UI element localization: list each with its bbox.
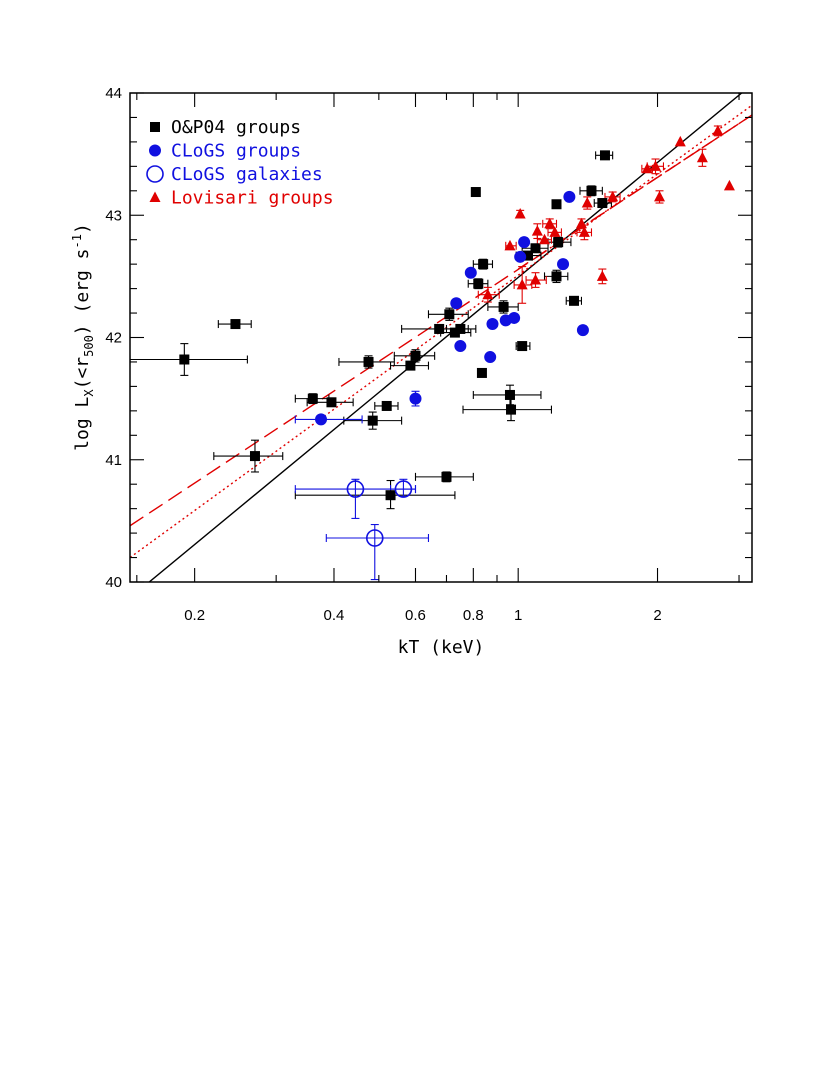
o-p04-groups-point: [498, 301, 509, 312]
clogs-galaxies-point: [394, 480, 413, 498]
o-p04-groups-point: [441, 471, 452, 482]
o-p04-groups-point: [434, 323, 445, 334]
o-p04-groups-point: [405, 360, 416, 371]
o-p04-groups-point: [506, 404, 517, 415]
o-p04-groups-point: [444, 309, 455, 320]
o-p04-groups-point: [522, 250, 533, 261]
x-tick-label: 0.2: [184, 607, 205, 624]
lovisari-groups-point: [607, 190, 619, 202]
clogs-galaxies-point: [365, 529, 384, 547]
lovisari-groups-point: [654, 190, 666, 202]
lovisari-groups-point: [674, 135, 686, 147]
o-p04-groups-point: [517, 341, 528, 352]
x-tick-label: 2: [653, 607, 661, 624]
o-p04-groups-point: [504, 389, 515, 400]
lovisari-groups-point: [581, 197, 593, 208]
x-tick-label: 0.4: [324, 607, 345, 624]
o-p04-groups-point: [230, 319, 241, 330]
lovisari-groups-point: [723, 179, 735, 191]
clogs-groups-point: [557, 258, 570, 271]
o-p04-groups-point: [530, 243, 541, 254]
tick-labels: 0.2 0.4 0.6 0.8 1 2 40 41 42 43 44: [105, 85, 661, 624]
legend-label-clogs-galaxies: CLoGS galaxies: [171, 164, 323, 185]
y-tick-label: 42: [105, 330, 122, 347]
legend-marker-o-p04-groups: [150, 122, 160, 132]
lovisari-groups-point: [482, 288, 494, 300]
o-p04-groups-point: [381, 400, 392, 411]
y-tick-label: 44: [105, 85, 122, 102]
o-p04-groups-point: [179, 354, 190, 365]
o-p04-groups-point: [478, 259, 489, 270]
clogs-groups-point: [563, 190, 576, 203]
o-p04-groups-point: [410, 350, 421, 361]
lovisari-groups-point: [531, 225, 543, 236]
clogs-groups-point: [484, 351, 497, 364]
o-p04-groups-point: [470, 187, 481, 198]
clogs-groups-point: [464, 266, 477, 279]
legend-label-clogs-groups: CLoGS groups: [171, 141, 301, 162]
o-p04-groups-point: [307, 393, 318, 404]
lovisari-groups-point: [575, 217, 587, 229]
lovisari-groups-point: [641, 162, 653, 174]
o-p04-groups-point: [599, 150, 610, 161]
lovisari-groups-point: [712, 124, 724, 136]
lovisari-groups-point: [549, 226, 561, 237]
fit-line-dotted: [130, 104, 752, 559]
y-tick-label: 43: [105, 207, 122, 224]
y-tick-label: 40: [105, 574, 122, 591]
lovisari-groups-point: [514, 208, 526, 219]
clogs-groups-point: [518, 236, 531, 249]
o-p04-groups-point: [455, 323, 466, 334]
o-p04-groups-point: [586, 185, 597, 196]
legend-label-o-p04-groups: O&P04 groups: [171, 117, 301, 138]
o-p04-groups-point: [473, 278, 484, 289]
x-tick-label: 0.6: [405, 607, 426, 624]
legend-label-lovisari-groups: Lovisari groups: [171, 188, 334, 209]
clogs-groups-point: [409, 392, 422, 405]
clogs-groups-point: [514, 250, 527, 263]
lovisari-groups-point: [539, 233, 551, 245]
clogs-groups-point: [486, 318, 499, 331]
legend-marker-clogs-galaxies: [146, 165, 164, 183]
x-axis-title: kT (keV): [398, 637, 485, 658]
legend-marker-clogs-groups: [149, 144, 161, 157]
lovisari-groups-point: [578, 226, 590, 237]
lovisari-groups-point: [544, 217, 556, 229]
clogs-groups-point: [508, 311, 521, 324]
lovisari-groups-point: [530, 274, 542, 285]
o-p04-groups-point: [449, 327, 460, 338]
o-p04-groups-point: [551, 199, 562, 210]
x-tick-label: 1: [514, 607, 522, 624]
lovisari-groups-point: [696, 151, 708, 163]
data-markers: [179, 124, 735, 547]
legend-marker-lovisari-groups: [149, 191, 161, 202]
o-p04-groups-point: [551, 271, 562, 282]
clogs-groups-point: [315, 413, 328, 426]
clogs-groups-point: [450, 297, 463, 310]
y-tick-label: 41: [105, 452, 122, 469]
lovisari-groups-point: [504, 239, 516, 251]
clogs-galaxies-point: [346, 480, 365, 498]
clogs-groups-point: [576, 324, 589, 337]
ticks: [130, 92, 752, 583]
clogs-groups-point: [454, 340, 467, 353]
o-p04-groups-point: [568, 295, 579, 306]
o-p04-groups-point: [597, 198, 608, 209]
o-p04-groups-point: [367, 415, 378, 426]
o-p04-groups-point: [363, 356, 374, 367]
o-p04-groups-point: [476, 367, 487, 378]
x-tick-label: 0.8: [463, 607, 484, 624]
o-p04-groups-point: [249, 451, 260, 462]
lovisari-groups-point: [516, 278, 528, 290]
o-p04-groups-point: [553, 237, 564, 248]
lovisari-groups-point: [596, 270, 608, 281]
lovisari-groups-point: [649, 160, 661, 171]
y-axis-title: log LX(<r500) (erg s-1): [70, 223, 96, 451]
o-p04-groups-point: [385, 490, 396, 501]
o-p04-groups-point: [326, 397, 337, 408]
